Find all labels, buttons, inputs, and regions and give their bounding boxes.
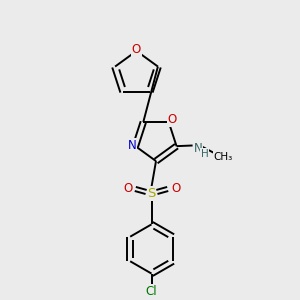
- Text: O: O: [132, 43, 141, 56]
- Text: O: O: [123, 182, 132, 196]
- Text: H: H: [201, 148, 208, 159]
- Text: N: N: [128, 139, 136, 152]
- Text: O: O: [171, 182, 180, 196]
- Text: N: N: [194, 142, 202, 155]
- Text: O: O: [168, 113, 177, 126]
- Text: Cl: Cl: [146, 285, 157, 298]
- Text: S: S: [147, 187, 156, 200]
- Text: CH₃: CH₃: [214, 152, 233, 162]
